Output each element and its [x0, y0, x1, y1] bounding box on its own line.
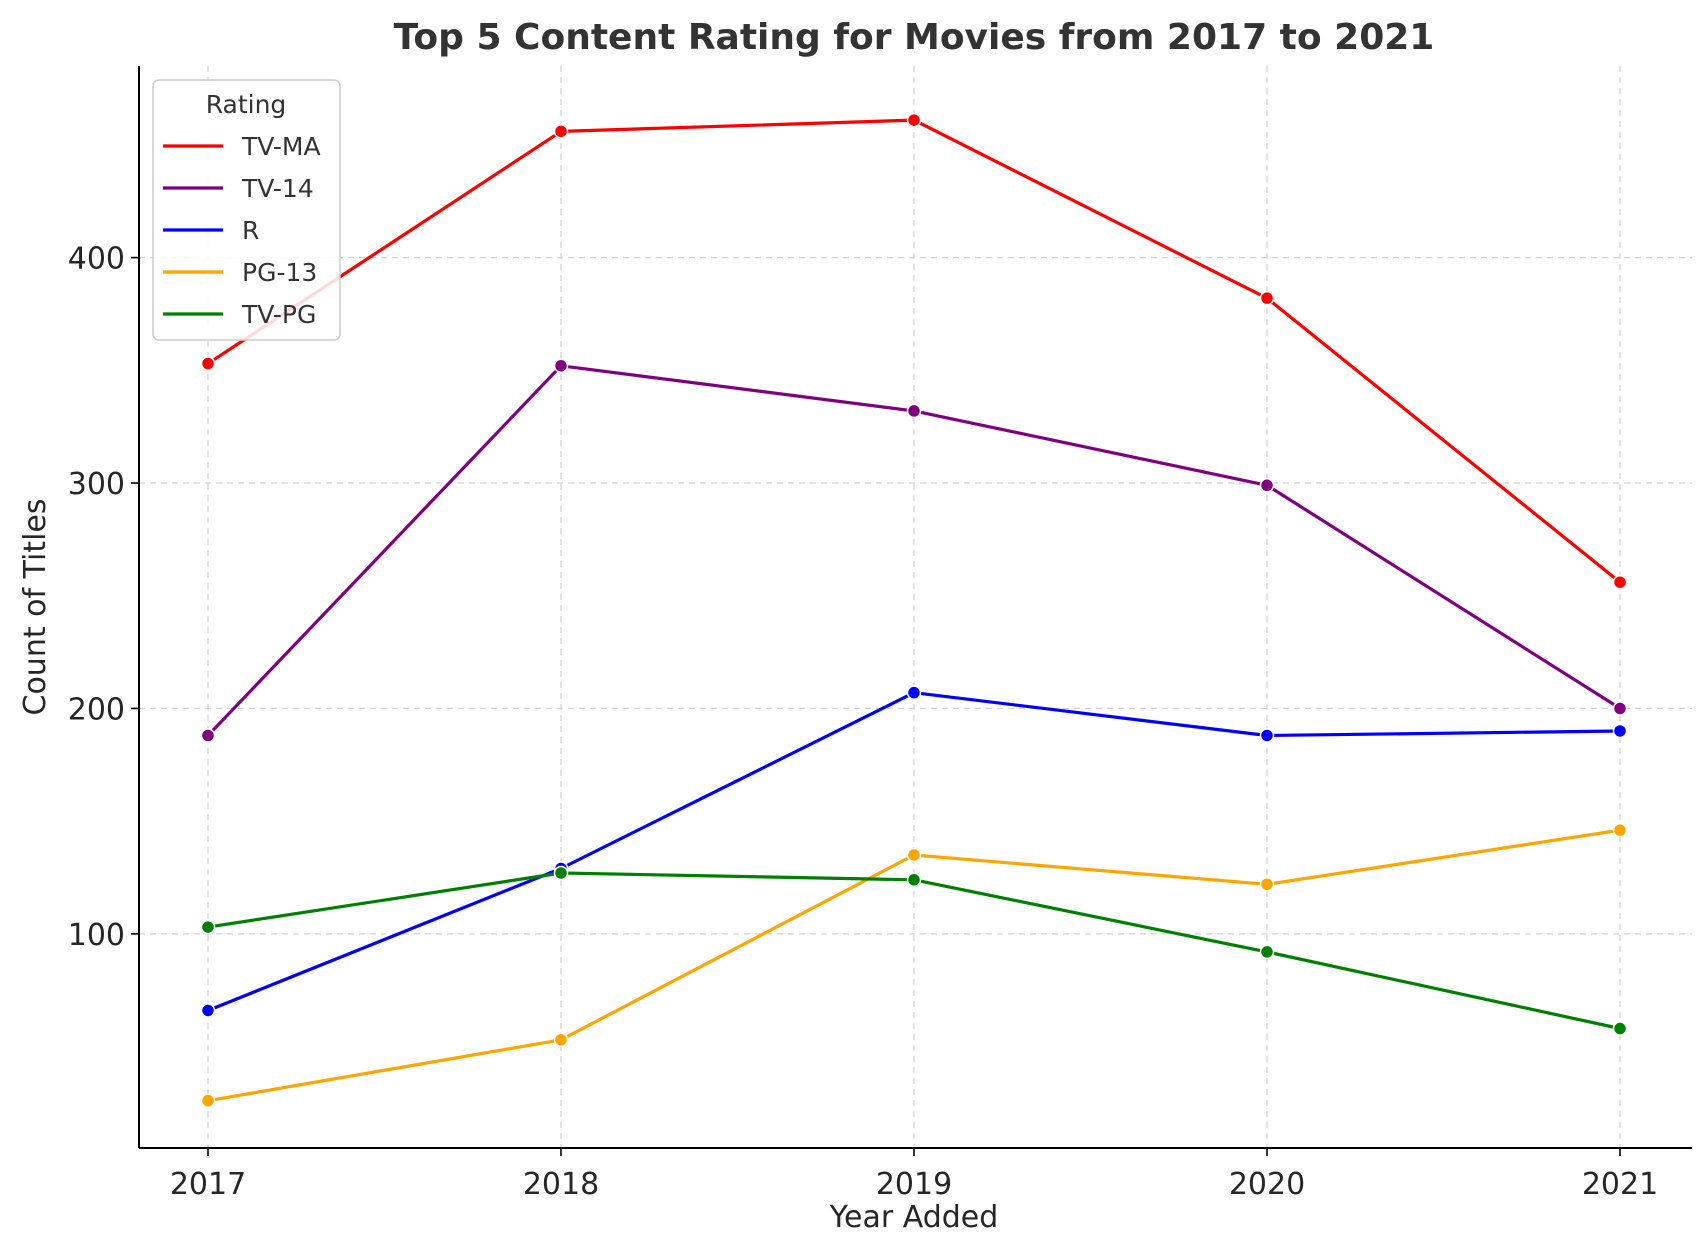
data-point-tv-ma [906, 112, 922, 128]
y-tick-label: 300 [68, 467, 125, 502]
legend-item-tv-14: TV-14 [163, 174, 314, 203]
data-point-tv-14 [906, 403, 922, 419]
data-point-r [906, 685, 922, 700]
data-point-tv-ma [553, 124, 569, 139]
data-point-r [200, 1003, 216, 1018]
data-point-pg-13 [1612, 822, 1628, 838]
data-point-tv-pg [1612, 1021, 1628, 1036]
legend-item-tv-pg: TV-PG [163, 300, 316, 329]
data-point-pg-13 [906, 847, 922, 863]
legend-title: Rating [206, 90, 287, 119]
data-point-r [1612, 723, 1628, 739]
series-pg-13 [200, 822, 1628, 1108]
legend-items: TV-MA TV-14 R PG-13 TV-PG [163, 132, 321, 329]
legend: Rating TV-MA TV-14 R PG-13 TV-PG [152, 79, 341, 341]
data-point-tv-pg [1259, 944, 1275, 960]
data-point-tv-pg [553, 865, 569, 881]
chart-title: Top 5 Content Rating for Movies from 201… [394, 17, 1435, 58]
data-point-r [1259, 728, 1275, 743]
x-tick-label: 2019 [876, 1167, 952, 1202]
series-tv-ma [200, 112, 1628, 590]
y-tick-label: 200 [68, 692, 125, 727]
data-point-pg-13 [1259, 877, 1275, 892]
legend-label-tv-ma: TV-MA [241, 132, 321, 161]
data-point-tv-ma [1259, 290, 1275, 306]
series [200, 112, 1628, 1108]
data-point-tv-pg [906, 872, 922, 888]
legend-label-r: R [242, 216, 259, 245]
data-point-tv-14 [1259, 478, 1275, 493]
legend-item-pg-13: PG-13 [163, 258, 317, 287]
x-tick-label: 2021 [1582, 1167, 1658, 1202]
legend-item-tv-ma: TV-MA [163, 132, 321, 161]
legend-item-r: R [163, 216, 259, 245]
y-axis-label: Count of Titles [18, 498, 53, 715]
x-tick-label: 2018 [523, 1167, 599, 1202]
x-tick-label: 2020 [1229, 1167, 1305, 1202]
x-axis-label: Year Added [829, 1200, 999, 1235]
series-tv-pg [200, 865, 1628, 1036]
data-point-tv-14 [200, 728, 216, 743]
data-point-tv-14 [553, 358, 569, 374]
legend-label-tv-14: TV-14 [241, 174, 314, 203]
data-point-tv-pg [200, 919, 216, 935]
data-point-tv-14 [1612, 701, 1628, 716]
series-r [200, 685, 1628, 1018]
legend-label-tv-pg: TV-PG [241, 300, 316, 329]
data-point-pg-13 [200, 1093, 216, 1108]
series-tv-14 [200, 358, 1628, 743]
x-tick-label: 2017 [170, 1167, 246, 1202]
y-tick-label: 100 [68, 918, 125, 953]
ticks: 2017 2018 2019 2020 2021 100 200 300 400 [68, 242, 1658, 1202]
legend-label-pg-13: PG-13 [242, 258, 317, 287]
axes [138, 66, 1692, 1149]
data-point-tv-ma [1612, 574, 1628, 590]
data-point-pg-13 [553, 1032, 569, 1048]
data-point-tv-ma [200, 356, 216, 371]
y-tick-label: 400 [68, 242, 125, 277]
